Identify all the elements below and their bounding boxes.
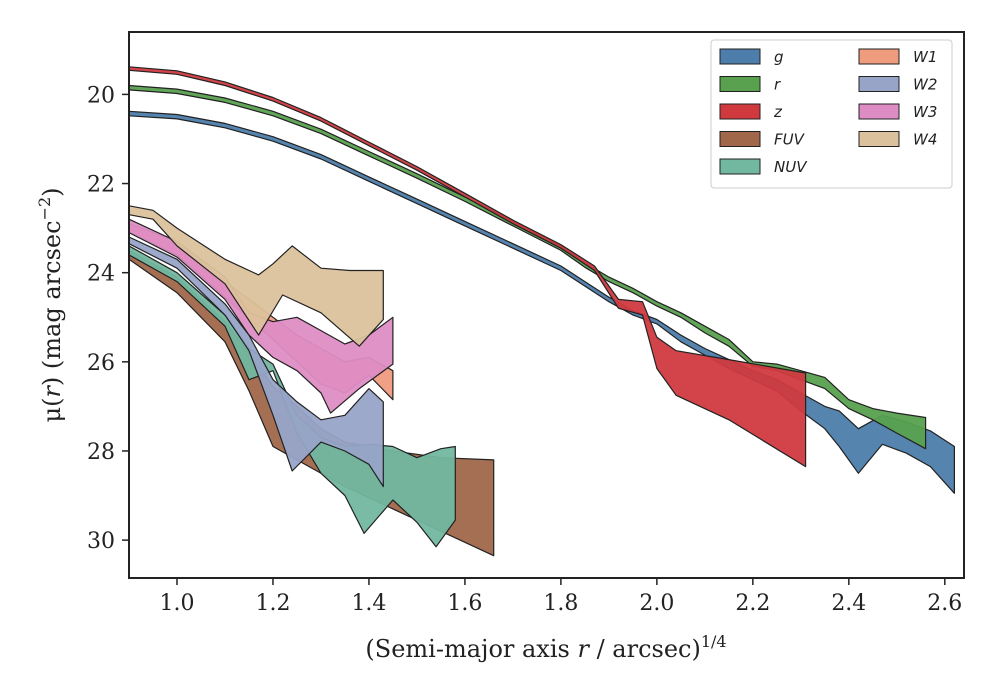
legend-swatch-r bbox=[719, 76, 761, 92]
x-tick-label: 1.2 bbox=[255, 591, 290, 616]
legend-swatch-g bbox=[719, 48, 761, 65]
x-tick-label: 1.4 bbox=[351, 591, 386, 616]
x-tick-label: 2.2 bbox=[735, 591, 770, 616]
x-tick-label: 2.0 bbox=[639, 591, 674, 616]
legend-label-g: g bbox=[774, 48, 784, 66]
band-z bbox=[129, 66, 807, 468]
y-tick-label: 24 bbox=[87, 262, 115, 287]
legend-label-nuv: NUV bbox=[774, 158, 808, 176]
x-axis-label: (Semi-major axis r / arcsec)1/4 bbox=[365, 632, 726, 663]
y-tick-label: 28 bbox=[87, 440, 115, 465]
legend-swatch-w3 bbox=[858, 103, 900, 120]
legend-label-w4: W4 bbox=[913, 131, 937, 149]
legend-swatch-w4 bbox=[858, 131, 900, 147]
legend-label-r: r bbox=[774, 76, 781, 94]
legend-swatch-nuv bbox=[719, 158, 761, 175]
x-tick-label: 2.4 bbox=[831, 591, 866, 616]
x-tick-label: 1.6 bbox=[447, 591, 482, 616]
band-w2 bbox=[129, 236, 384, 488]
legend-label-w3: W3 bbox=[913, 103, 937, 121]
legend-swatch-w2 bbox=[858, 76, 900, 92]
x-tick-label: 1.8 bbox=[543, 591, 578, 616]
band-w4 bbox=[129, 205, 384, 347]
y-tick-label: 26 bbox=[87, 351, 115, 376]
legend-label-z: z bbox=[773, 103, 783, 121]
x-tick-label: 1.0 bbox=[159, 591, 194, 616]
x-axis-ticks: 1.0 1.2 1.4 1.6 1.8 2.0 2.2 2.4 2.6 bbox=[159, 578, 962, 616]
y-axis-ticks: 20 22 24 26 28 30 bbox=[87, 83, 129, 554]
profile-bands bbox=[129, 66, 955, 557]
x-tick-label: 2.6 bbox=[927, 591, 962, 616]
plot-frame bbox=[128, 31, 965, 579]
legend-label-fuv: FUV bbox=[774, 131, 806, 149]
y-tick-label: 20 bbox=[87, 83, 115, 108]
legend-swatch-z bbox=[719, 103, 761, 120]
legend-swatch-fuv bbox=[719, 131, 761, 147]
legend-label-w2: W2 bbox=[913, 76, 937, 94]
legend-swatch-w1 bbox=[858, 48, 900, 65]
y-tick-label: 30 bbox=[87, 529, 115, 554]
legend-label-w1: W1 bbox=[913, 48, 937, 66]
band-g bbox=[129, 110, 955, 494]
y-axis-label: μ(r) (mag arcsec−2) bbox=[35, 187, 66, 422]
legend: grz FUV NUV W1 W2 W3 W4 bbox=[710, 39, 953, 189]
y-tick-label: 22 bbox=[87, 173, 115, 198]
